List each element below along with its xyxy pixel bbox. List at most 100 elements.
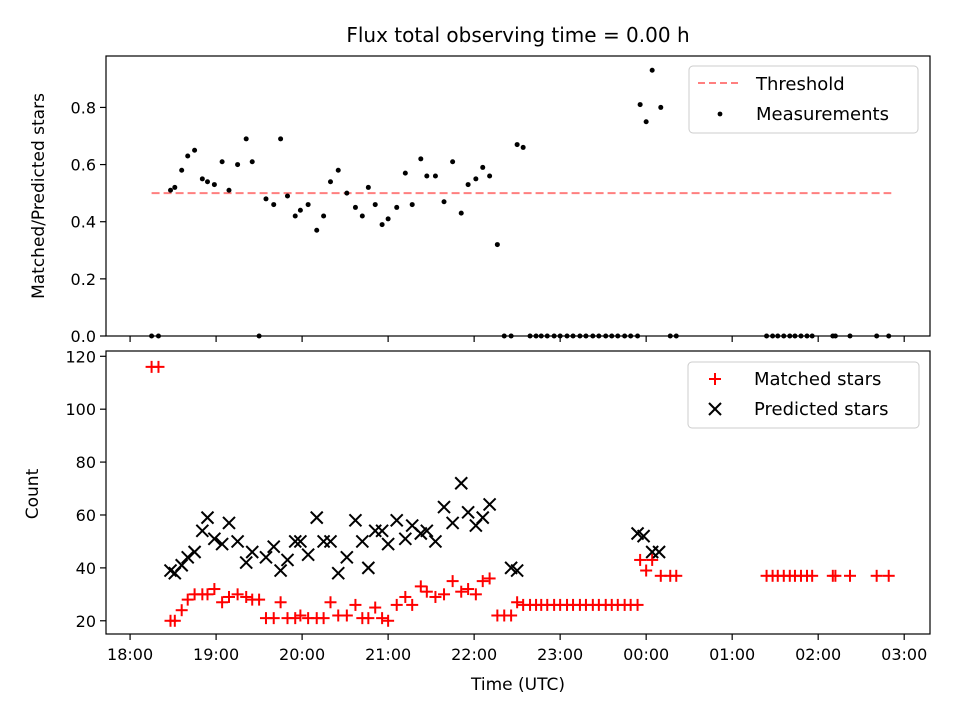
predicted-star-point <box>245 545 259 559</box>
legend-predicted-swatch <box>708 402 722 416</box>
matched-star-point <box>505 609 518 622</box>
matched-star-point <box>414 580 427 593</box>
predicted-star-point <box>215 537 229 551</box>
predicted-star-point <box>398 532 413 546</box>
measurement-point <box>365 184 371 190</box>
legend-matched-label: Matched stars <box>754 369 881 390</box>
x-axis-label: Time (UTC) <box>470 675 565 695</box>
matched-star-point <box>274 596 287 609</box>
measurement-point <box>292 213 298 219</box>
measurement-point <box>192 147 198 153</box>
bottom-ytick-label: 20 <box>76 612 96 631</box>
measurement-point <box>168 187 174 193</box>
measurement-point <box>219 159 225 165</box>
matched-star-point <box>446 575 459 588</box>
xtick-label: 20:00 <box>279 645 325 664</box>
matched-star-point <box>646 553 659 566</box>
measurement-point <box>199 176 205 182</box>
predicted-star-point <box>267 540 281 554</box>
matched-star-point <box>349 598 362 611</box>
measurement-point <box>352 204 358 210</box>
matched-star-point <box>483 572 496 585</box>
predicted-star-point <box>259 550 273 565</box>
measurement-point <box>465 182 471 188</box>
measurement-point <box>263 196 269 202</box>
measurement-point <box>305 202 311 208</box>
matched-star-point <box>634 553 647 566</box>
matched-star-point <box>882 569 895 582</box>
predicted-star-point <box>355 534 370 549</box>
measurement-point <box>321 213 327 219</box>
matched-star-point <box>253 593 266 606</box>
top-ytick-label: 0.2 <box>71 270 96 289</box>
predicted-star-point <box>454 476 468 490</box>
predicted-star-point <box>273 563 288 578</box>
predicted-star-point <box>301 547 315 562</box>
matched-star-point <box>376 612 389 625</box>
measurement-point <box>185 153 191 159</box>
measurement-point <box>637 102 643 108</box>
matched-star-point <box>420 585 433 598</box>
matched-star-point <box>844 569 857 582</box>
measurement-point <box>271 202 277 208</box>
measurement-point <box>520 144 526 150</box>
predicted-star-point <box>280 553 295 567</box>
matched-star-point <box>231 588 244 601</box>
top-y-axis-label: Matched/Predicted stars <box>29 93 49 299</box>
bottom-y-axis-label: Count <box>23 468 43 519</box>
predicted-star-point <box>316 534 331 549</box>
predicted-star-point <box>174 558 189 572</box>
predicted-star-point <box>207 532 222 546</box>
bottom-panel: 20 40 60 80 100 120 18:00 19:00 20:00 21:00 22:00… <box>23 347 931 695</box>
matched-star-point <box>340 609 353 622</box>
measurement-point <box>494 242 500 248</box>
matched-star-point <box>390 598 403 611</box>
measurement-point <box>514 142 520 148</box>
measurement-point <box>418 156 424 162</box>
bottom-ytick-label: 120 <box>65 347 96 366</box>
bottom-ytick-label: 60 <box>76 506 96 525</box>
matched-star-point <box>294 609 307 622</box>
predicted-star-point <box>163 563 178 578</box>
matched-star-point <box>870 569 883 582</box>
matched-star-point <box>829 569 842 582</box>
measurement-point <box>314 227 320 233</box>
measurement-point <box>458 210 464 216</box>
measurement-point <box>441 199 447 205</box>
measurement-point <box>424 173 430 179</box>
bottom-legend: Matched stars Predicted stars <box>687 361 920 429</box>
measurement-point <box>226 187 232 193</box>
figure-title: Flux total observing time = 0.00 h <box>346 23 689 47</box>
measurement-point <box>432 173 438 179</box>
matched-star-point <box>168 614 181 627</box>
matched-star-point <box>399 590 412 603</box>
matched-star-point <box>640 564 653 577</box>
predicted-star-point <box>445 516 460 530</box>
top-ytick-label: 0.4 <box>71 213 96 232</box>
matched-star-point <box>317 612 330 625</box>
bottom-plot-frame <box>105 350 931 635</box>
measurement-point <box>658 104 664 110</box>
matched-star-point <box>429 590 442 603</box>
measurement-point <box>284 193 290 199</box>
matched-star-point <box>201 588 214 601</box>
measurement-point <box>278 136 284 142</box>
predicted-star-point <box>381 537 395 551</box>
predicted-star-point <box>230 534 245 549</box>
predicted-star-point <box>361 561 376 575</box>
measurement-point <box>204 179 210 185</box>
predicted-star-point <box>187 545 202 559</box>
top-plot-frame <box>105 55 931 337</box>
matched-star-point <box>175 604 188 617</box>
predicted-star-point <box>323 534 338 549</box>
top-legend-box <box>688 65 919 134</box>
predicted-star-point <box>331 566 345 580</box>
measurement-point <box>249 159 255 165</box>
predicted-star-point <box>288 534 302 549</box>
matched-star-point <box>324 596 337 609</box>
measurement-point <box>297 207 303 213</box>
matched-star-point <box>289 612 302 625</box>
legend-predicted-label: Predicted stars <box>754 399 888 420</box>
measurement-point <box>344 190 350 196</box>
